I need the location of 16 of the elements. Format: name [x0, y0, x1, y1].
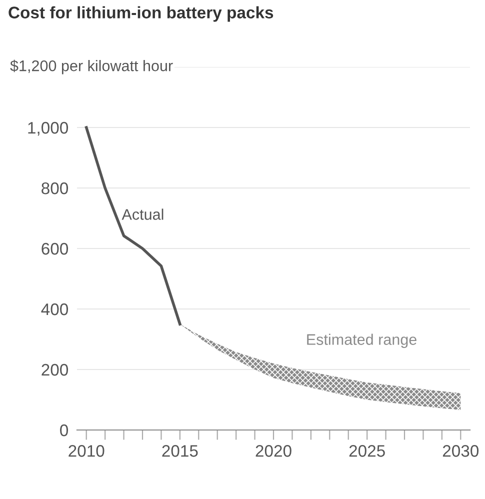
- y-tick-label: 400: [41, 303, 68, 316]
- line-series: [84, 126, 182, 326]
- y-axis-title: $1,200 per kilowatt hour: [10, 60, 173, 74]
- legend-label: Estimated range: [307, 334, 416, 348]
- x-tick-label: 2025: [349, 445, 385, 457]
- y-tick-label: 0: [60, 424, 68, 436]
- x-tick-label: 2030: [442, 445, 479, 457]
- series-label: Actual: [122, 208, 164, 220]
- x-tick-label: 2015: [162, 445, 198, 457]
- chart-title: Cost for lithium-ion battery packs: [8, 6, 274, 22]
- y-tick-label: 800: [42, 182, 68, 194]
- y-tick-label: 200: [42, 364, 68, 376]
- y-tick-label: 1,000: [28, 122, 68, 136]
- x-tick-label: 2010: [68, 445, 104, 457]
- x-tick-label: 2020: [256, 445, 292, 457]
- y-tick-label: 600: [42, 242, 68, 255]
